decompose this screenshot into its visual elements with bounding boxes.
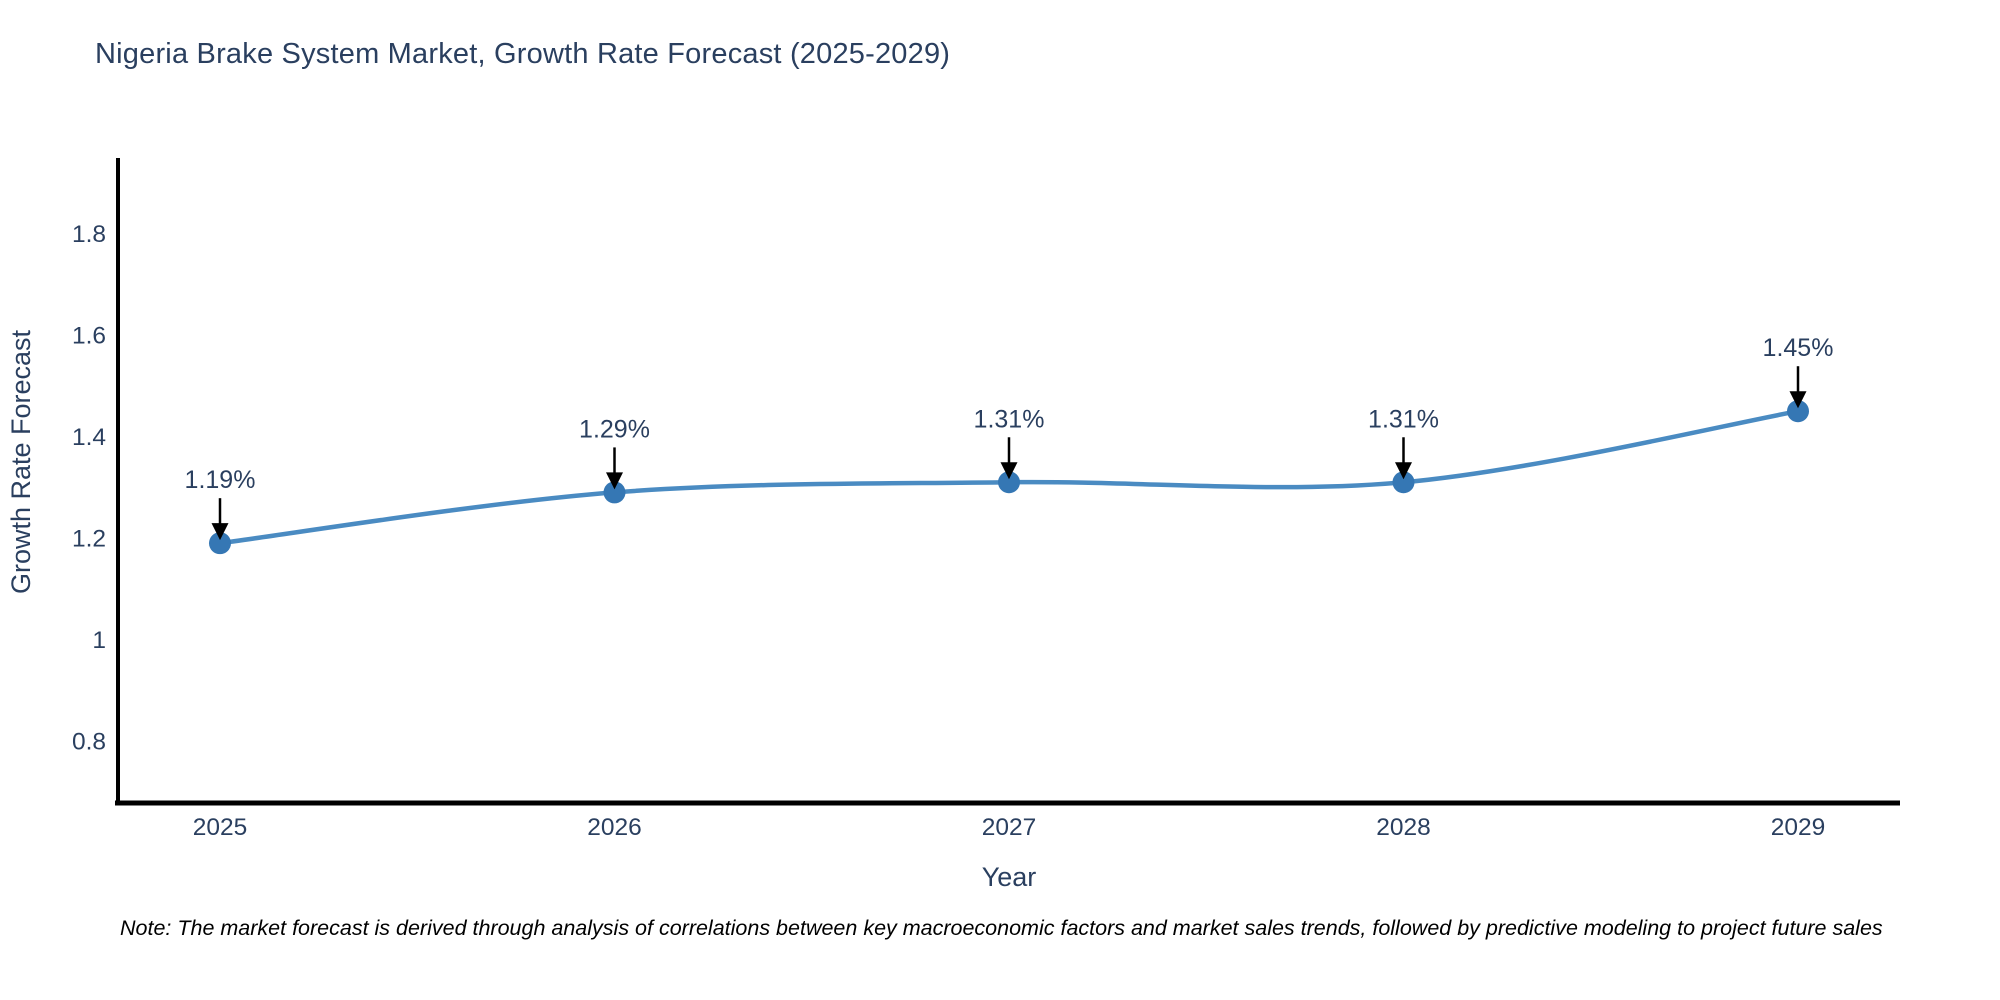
x-tick-labels: 2025 2026 2027 2028 2029 — [193, 814, 1826, 841]
data-point-2028 — [1392, 471, 1415, 494]
x-tick-2025: 2025 — [193, 814, 248, 841]
data-point-2027 — [998, 471, 1020, 494]
point-label-2026: 1.29% — [579, 415, 650, 443]
x-tick-2027: 2027 — [982, 814, 1037, 841]
chart-title: Nigeria Brake System Market, Growth Rate… — [95, 38, 951, 70]
y-axis-title: Growth Rate Forecast — [6, 329, 36, 594]
y-tick-1.6: 1.6 — [72, 323, 106, 350]
point-label-2028: 1.31% — [1368, 405, 1439, 433]
x-tick-2026: 2026 — [587, 814, 642, 841]
annotation-arrowhead-icon — [1789, 391, 1807, 409]
point-annotations: 1.19% 1.29% 1.31% 1.31% 1.45% — [185, 334, 1834, 541]
point-label-2025: 1.19% — [185, 466, 256, 494]
x-axis-title: Year — [982, 862, 1037, 892]
y-tick-1: 1 — [92, 627, 106, 654]
line-series — [209, 400, 1809, 555]
annotation-arrowhead-icon — [1395, 462, 1412, 480]
y-tick-0.8: 0.8 — [72, 729, 106, 756]
data-point-2025 — [209, 532, 231, 555]
y-tick-1.8: 1.8 — [72, 221, 106, 248]
x-tick-2028: 2028 — [1376, 814, 1431, 841]
x-tick-2029: 2029 — [1771, 814, 1826, 841]
annotation-arrowhead-icon — [1000, 462, 1018, 480]
point-label-2027: 1.31% — [974, 405, 1045, 433]
annotation-arrowhead-icon — [211, 523, 229, 541]
chart-footnote: Note: The market forecast is derived thr… — [120, 916, 1883, 940]
y-tick-labels: 0.8 1 1.2 1.4 1.6 1.8 — [72, 221, 106, 755]
data-point-2029 — [1787, 400, 1809, 423]
annotation-arrowhead-icon — [606, 472, 623, 490]
y-tick-1.2: 1.2 — [72, 526, 106, 553]
point-label-2029: 1.45% — [1763, 334, 1834, 362]
data-point-2026 — [603, 481, 626, 504]
y-tick-1.4: 1.4 — [72, 424, 106, 451]
